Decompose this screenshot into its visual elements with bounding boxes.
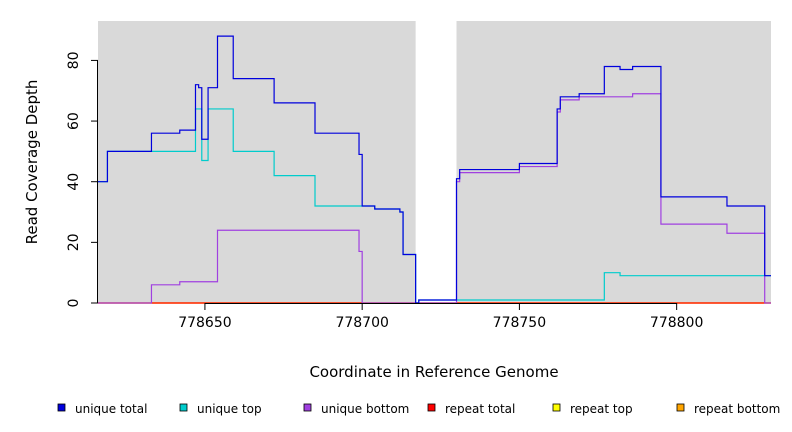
y-tick-label: 80	[66, 52, 82, 70]
legend-label: unique total	[75, 402, 147, 416]
x-tick-label: 778650	[178, 315, 231, 331]
legend-label: repeat total	[445, 402, 515, 416]
shaded-region-2	[456, 21, 771, 303]
y-tick-label: 60	[66, 112, 82, 130]
legend-item-unique-top: unique top	[179, 402, 262, 416]
y-tick-label: 0	[66, 299, 82, 308]
series-line-unique-total	[98, 35, 771, 304]
legend-item-repeat-bottom: repeat bottom	[676, 402, 780, 416]
legend-label: unique bottom	[321, 402, 409, 416]
legend-swatch	[552, 403, 561, 412]
legend-swatch	[179, 403, 188, 412]
y-tick-label: 20	[66, 233, 82, 251]
x-axis-title: Coordinate in Reference Genome	[309, 363, 558, 381]
legend-item-repeat-total: repeat total	[427, 402, 515, 416]
legend-item-unique-total: unique total	[57, 402, 147, 416]
y-tick-label: 40	[66, 173, 82, 191]
legend-swatch	[57, 403, 66, 412]
y-axis-title: Read Coverage Depth	[23, 80, 41, 245]
x-tick-label: 778800	[650, 315, 703, 331]
x-tick-label: 778750	[493, 315, 546, 331]
legend-swatch	[676, 403, 685, 412]
legend-swatch	[427, 403, 436, 412]
legend-label: repeat bottom	[694, 402, 780, 416]
legend-item-unique-bottom: unique bottom	[303, 402, 409, 416]
shaded-region-1	[98, 21, 416, 303]
legend-item-repeat-top: repeat top	[552, 402, 633, 416]
legend-swatch	[303, 403, 312, 412]
legend-label: repeat top	[570, 402, 633, 416]
legend-label: unique top	[197, 402, 262, 416]
x-tick-label: 778700	[335, 315, 388, 331]
